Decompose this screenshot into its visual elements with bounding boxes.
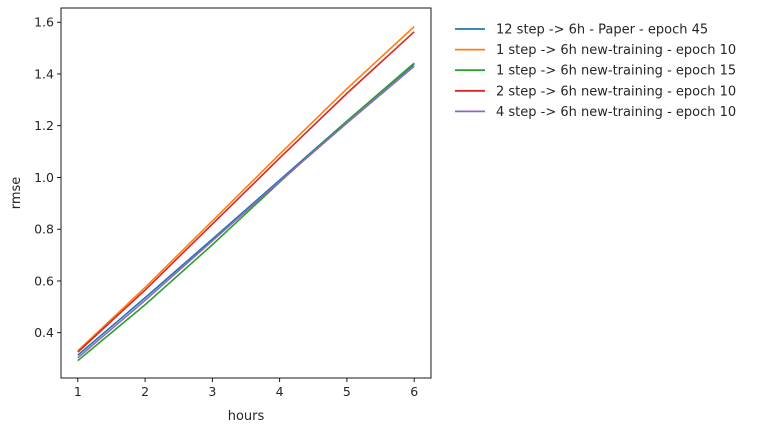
series-line-3 (77, 62, 415, 362)
x-axis: 1 2 3 4 5 6 (74, 378, 418, 399)
x-tick-label: 6 (410, 384, 418, 399)
series-line-2 (77, 26, 415, 352)
y-axis-label: rmse (9, 177, 24, 210)
x-tick-label: 4 (276, 384, 284, 399)
x-tick-label: 2 (141, 384, 149, 399)
series-lines (77, 26, 415, 362)
legend-label: 2 step -> 6h new-training - epoch 10 (496, 84, 736, 99)
y-tick-label: 0.8 (34, 222, 54, 237)
y-tick-label: 1.4 (34, 66, 54, 81)
series-line-5 (77, 65, 415, 359)
legend-label: 1 step -> 6h new-training - epoch 15 (496, 64, 736, 79)
x-tick-label: 5 (343, 384, 351, 399)
x-tick-label: 3 (208, 384, 216, 399)
legend-label: 1 step -> 6h new-training - epoch 10 (496, 43, 736, 58)
y-tick-label: 1.2 (34, 118, 54, 133)
x-tick-label: 1 (74, 384, 82, 399)
y-tick-label: 1.0 (34, 170, 54, 185)
legend-label: 12 step -> 6h - Paper - epoch 45 (496, 23, 708, 38)
y-tick-label: 1.6 (34, 15, 54, 30)
y-tick-label: 0.6 (34, 273, 54, 288)
y-tick-label: 0.4 (34, 325, 54, 340)
y-axis: 0.4 0.6 0.8 1.0 1.2 1.4 1.6 (34, 15, 61, 340)
series-line-4 (77, 31, 415, 353)
x-axis-label: hours (228, 409, 265, 424)
legend-label: 4 step -> 6h new-training - epoch 10 (496, 105, 736, 120)
legend: 12 step -> 6h - Paper - epoch 45 1 step -… (455, 23, 736, 120)
